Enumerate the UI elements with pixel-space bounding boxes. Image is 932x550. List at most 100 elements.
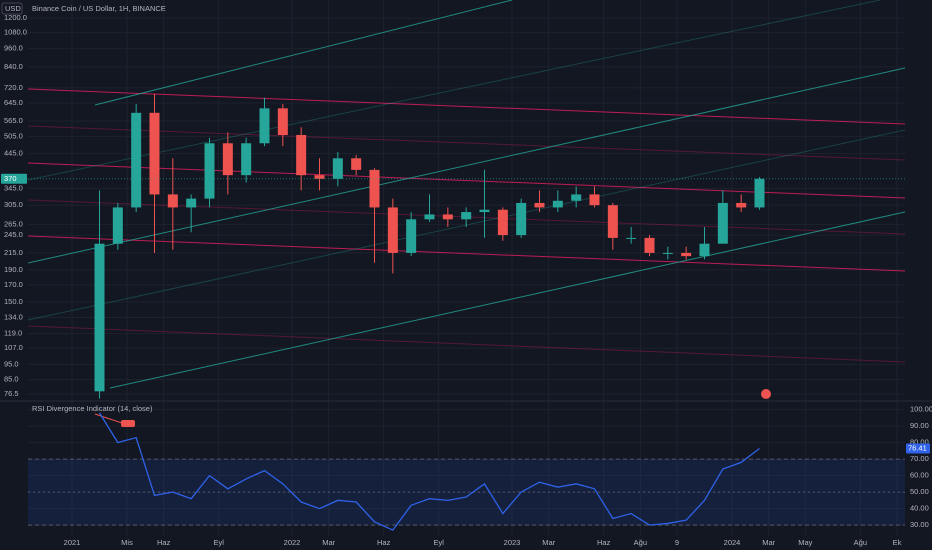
y-tick-label: 245.0 [4,230,23,239]
candle-body [442,214,453,220]
candle-body [552,200,563,208]
y-tick-label: 85.0 [4,375,19,384]
candle-body [222,143,233,176]
y-tick-label: 150.0 [4,297,23,306]
y-tick-label: 95.0 [4,359,19,368]
channel-line [27,125,906,161]
x-tick-label: Mar [542,538,555,547]
alert-icon [761,389,771,399]
value-label-box [906,443,930,454]
y-tick-label: 305.0 [4,200,23,209]
candle-body [204,143,215,199]
candle-body [736,202,747,208]
x-tick-label: Mar [322,538,335,547]
y2-tick-label: 40.00 [910,504,929,513]
y-tick-label: 119.0 [4,329,22,338]
y-tick-label: 505.0 [4,131,23,140]
channel-line [27,88,906,125]
y-tick-label: 1200.0 [4,13,27,22]
x-tick-label: Haz [597,538,611,547]
y-tick-label: 840.0 [4,62,23,71]
x-tick-label: Haz [157,538,171,547]
candle-body [516,202,527,236]
channel-line [27,0,881,181]
last-price-box [1,173,27,184]
x-tick-label: 2024 [724,538,741,547]
candle-body [461,212,472,220]
x-tick-label: May [798,538,812,547]
x-tick-label: Haz [377,538,391,547]
x-tick-label: Mar [762,538,775,547]
candle-body [94,243,105,392]
x-tick-label: 2022 [284,538,301,547]
y2-tick-label: 100.00 [910,405,932,414]
candle-body [699,243,710,257]
grid [28,0,905,535]
candle-body [717,202,728,244]
y-tick-label: 170.0 [4,280,23,289]
candle-body [534,202,545,208]
candle-body [112,207,123,244]
y2-tick-label: 50.00 [910,487,929,496]
candle-body [479,209,490,213]
x-tick-label: 9 [675,538,679,547]
y-tick-label: 190.0 [4,265,23,274]
y2-tick-label: 80.00 [910,438,929,447]
rsi-line [98,412,760,531]
y2-tick-label: 60.00 [910,471,929,480]
y-tick-label: 645.0 [4,98,23,107]
unit-box [1,2,23,15]
candle-body [167,194,178,208]
candle-body [571,194,582,201]
candle-body [754,178,765,208]
candle-body [314,175,325,179]
x-tick-label: Ağu [854,538,867,547]
y-tick-label: 107.0 [4,343,23,352]
candle-body [497,209,508,236]
candle-body [626,237,637,239]
channel-line [109,211,906,389]
chart-title: Binance Coin / US Dollar, 1H, BINANCE [32,4,166,13]
y-tick-label: 960.0 [4,44,23,53]
channel-line [27,67,906,264]
y-tick-label: 565.0 [4,116,23,125]
channel-line [94,0,513,106]
candle-body [662,252,673,254]
y-tick-label: 720.0 [4,83,23,92]
value-label: 76.41 [908,444,927,453]
x-tick-label: Mis [121,538,133,547]
x-tick-label: Eyl [213,538,224,547]
candle-body [644,237,655,253]
candle-body [681,252,692,257]
candle-body [277,108,288,135]
y-tick-label: 1080.0 [4,28,27,37]
candle-body [589,194,600,206]
candle-body [351,158,362,170]
x-tick-label: Ek [893,538,902,547]
candle-body [186,198,197,208]
x-tick-label: 2023 [504,538,521,547]
indicator-title: RSI Divergence Indicator (14, close) [32,404,153,413]
y-tick-label: 445.0 [4,149,23,158]
divergence-badge [121,420,135,427]
last-price-label: 370 [4,174,17,183]
candle-body [369,169,380,208]
x-tick-label: Ağu [634,538,647,547]
y-tick-label: 134.0 [4,312,23,321]
candle-body [241,143,252,176]
y-tick-label: 76.5 [4,389,19,398]
candle-body [332,158,343,179]
y2-tick-label: 70.00 [910,454,929,463]
candle-body [131,112,142,208]
candle-body [424,214,435,220]
channel-line [27,235,906,272]
candle-body [149,112,160,195]
candle-body [259,108,270,144]
candle-body [607,205,618,238]
y-tick-label: 265.0 [4,219,23,228]
candle-body [296,134,307,176]
x-tick-label: Eyl [433,538,444,547]
